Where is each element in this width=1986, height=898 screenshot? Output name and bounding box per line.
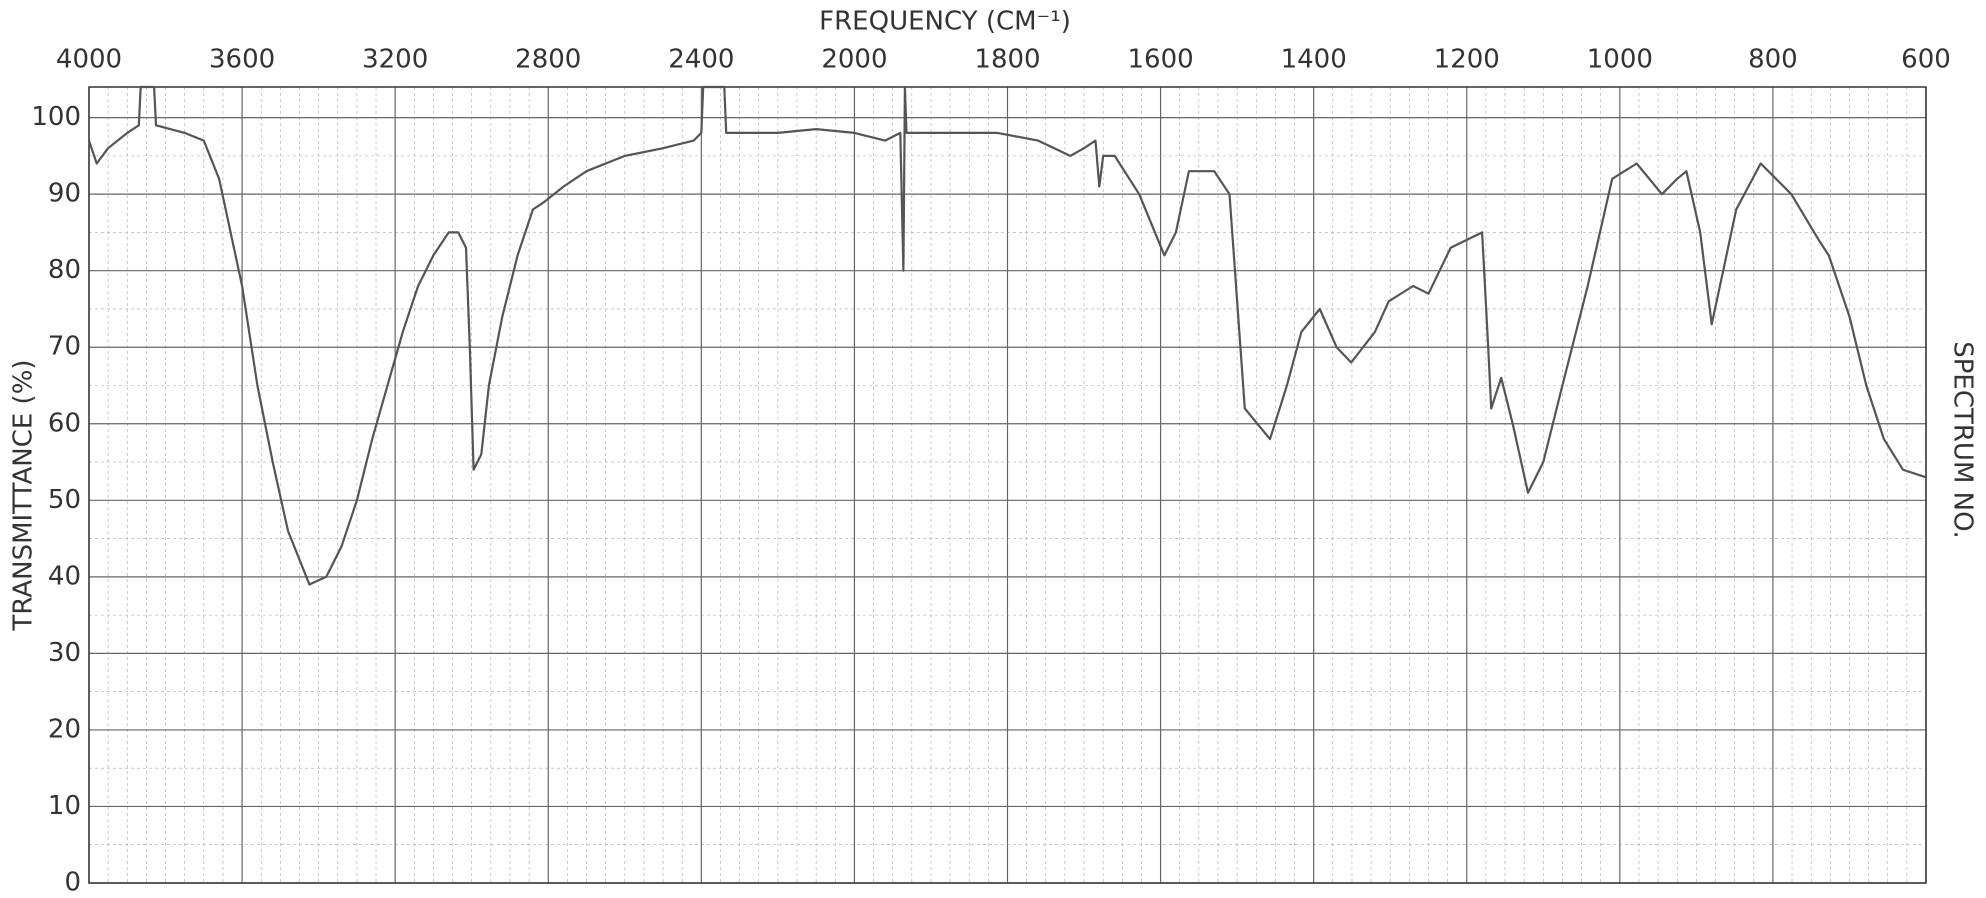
y-tick-label: 40 (48, 561, 81, 591)
x-tick-label: 1800 (974, 45, 1040, 75)
side-label: SPECTRUM NO. (1948, 341, 1978, 539)
x-tick-label: 1600 (1127, 45, 1193, 75)
x-tick-label: 2800 (515, 45, 581, 75)
chart-title: FREQUENCY (CM⁻¹) (819, 7, 1071, 37)
x-tick-label: 2000 (821, 45, 887, 75)
y-axis-label: TRANSMITTANCE (%) (9, 359, 39, 631)
x-tick-label: 3200 (362, 45, 428, 75)
x-tick-label: 4000 (56, 45, 122, 75)
y-tick-label: 0 (64, 868, 81, 898)
x-tick-label: 2400 (668, 45, 734, 75)
x-tick-label: 1200 (1434, 45, 1500, 75)
x-tick-label: 600 (1901, 45, 1951, 75)
y-tick-label: 90 (48, 179, 81, 209)
y-tick-label: 20 (48, 714, 81, 744)
y-tick-label: 30 (48, 638, 81, 668)
y-tick-label: 70 (48, 332, 81, 362)
y-tick-label: 100 (31, 102, 81, 132)
x-tick-label: 1400 (1281, 45, 1347, 75)
spectrum-line (87, 85, 1927, 586)
y-tick-label: 80 (48, 255, 81, 285)
y-tick-label: 10 (48, 791, 81, 821)
x-tick-label: 800 (1748, 45, 1798, 75)
x-tick-label: 3600 (209, 45, 275, 75)
y-tick-label: 60 (48, 408, 81, 438)
y-tick-label: 50 (48, 485, 81, 515)
x-tick-label: 1000 (1587, 45, 1653, 75)
plot-frame (88, 86, 1927, 884)
